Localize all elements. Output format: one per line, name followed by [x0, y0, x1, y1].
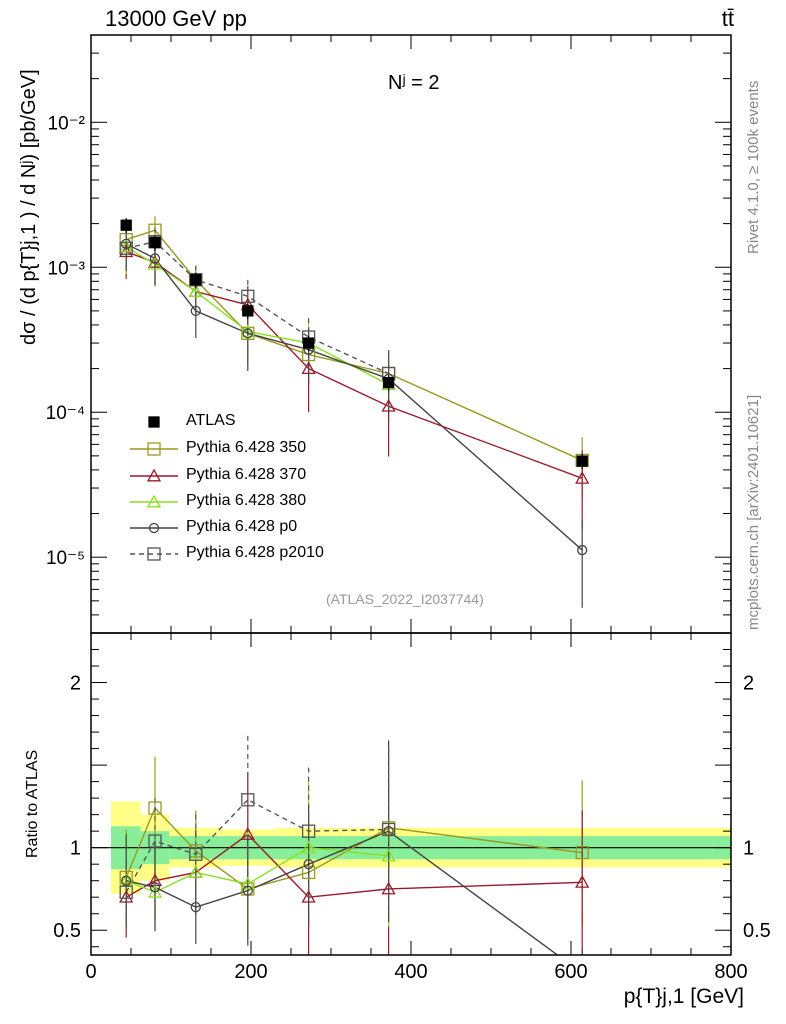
ratio-tick-label-left-0.5: 0.5 — [53, 920, 81, 942]
point-p0-1 — [149, 253, 161, 264]
ratio-point-p350-1 — [148, 801, 162, 815]
legend-marker-p380 — [146, 494, 162, 508]
atlas-point-6 — [576, 455, 588, 467]
point-p0-0 — [121, 238, 132, 250]
point-p350-1 — [148, 223, 162, 237]
ratio-point-p0-2 — [190, 901, 201, 913]
x-tick-label-800: 800 — [714, 961, 747, 983]
x-axis-label: p{T}j,1 [GeV] — [623, 985, 744, 1008]
legend-label-p350: Pythia 6.428 350 — [186, 439, 307, 456]
point-p380-1 — [147, 256, 163, 270]
atlas-point-1 — [149, 236, 161, 249]
point-p0-6 — [577, 544, 588, 556]
point-p380-0 — [119, 239, 134, 253]
ratio-point-p2010-2 — [189, 847, 203, 861]
ratio-point-p380-3 — [240, 876, 255, 890]
ratio-point-p2010-1 — [148, 834, 162, 848]
point-p0-3 — [242, 328, 253, 339]
ratio-line-p380 — [125, 846, 389, 894]
ratio-point-p2010-3 — [241, 793, 255, 807]
ratio-point-p370-6 — [575, 875, 590, 888]
ratio-point-p2010-0 — [119, 885, 133, 899]
legend-label-atlas: ATLAS — [186, 412, 236, 429]
atlas-point-5 — [382, 376, 395, 389]
ratio-tick-label-right-2: 2 — [743, 673, 754, 695]
y-tick-label-1: 10⁻³ — [48, 258, 86, 279]
legend-marker-p2010 — [147, 547, 161, 561]
ratio-point-p350-4 — [301, 865, 316, 880]
point-p0-2 — [190, 305, 201, 317]
process-label: tt̄ — [721, 6, 734, 31]
atlas-point-0 — [120, 219, 132, 231]
y-tick-label-3: 10⁻⁵ — [46, 548, 85, 569]
line-p2010 — [126, 240, 389, 375]
ratio-point-p380-5 — [381, 848, 396, 862]
point-p370-0 — [119, 244, 134, 258]
analysis-id: (ATLAS_2022_I2037744) — [326, 591, 484, 607]
ratio-tick-label-left-1: 1 — [70, 838, 81, 860]
legend-label-p2010: Pythia 6.428 p2010 — [186, 544, 324, 561]
legend-label-p0: Pythia 6.428 p0 — [186, 518, 298, 535]
y-axis-label: dσ / (d p{T}j,1 ) / d Nʲ) [pb/GeV] — [18, 69, 40, 345]
x-tick-label-600: 600 — [554, 961, 587, 983]
line-p380 — [125, 246, 389, 386]
x-tick-label-400: 400 — [394, 961, 427, 983]
ratio-point-p370-3 — [240, 827, 255, 840]
point-p380-3 — [240, 324, 255, 338]
legend-label-p370: Pythia 6.428 370 — [186, 466, 307, 483]
ratio-point-p350-6 — [575, 845, 589, 860]
atlas-point-3 — [242, 305, 254, 317]
atlas-point-2 — [190, 274, 202, 286]
ratio-point-p370-5 — [381, 881, 396, 895]
y-tick-label-0: 10⁻² — [48, 113, 86, 134]
x-tick-label-0: 0 — [85, 961, 96, 983]
ratio-axis-label: Ratio to ATLAS — [24, 749, 41, 858]
point-p380-2 — [188, 284, 203, 297]
ratio-point-p2010-4 — [301, 824, 316, 838]
ratio-point-p2010-5 — [381, 822, 396, 837]
ratio-point-p0-1 — [149, 882, 161, 893]
ratio-point-p380-1 — [147, 884, 163, 898]
legend-marker-p370 — [146, 468, 162, 482]
point-p370-5 — [381, 398, 396, 412]
ratio-point-p370-0 — [119, 889, 134, 903]
ratio-point-p380-2 — [188, 865, 203, 878]
point-p350-3 — [241, 326, 255, 341]
legend-marker-p0 — [148, 522, 160, 534]
legend-label-p380: Pythia 6.428 380 — [186, 492, 307, 509]
ratio-point-p0-0 — [121, 875, 132, 886]
chart-title: Nʲ = 2 — [388, 72, 440, 94]
legend-marker-p350 — [147, 442, 161, 456]
ratio-point-p0-4 — [303, 859, 314, 870]
point-p370-4 — [301, 361, 316, 375]
ratio-tick-label-right-1: 1 — [743, 838, 754, 860]
rivet-note: Rivet 4.1.0, ≥ 100k events — [745, 80, 762, 254]
ratio-point-p0-3 — [242, 885, 253, 896]
point-p2010-0 — [119, 241, 133, 256]
point-p2010-3 — [241, 289, 255, 303]
mcplots-note: mcplots.cern.ch [arXiv:2401.10621] — [745, 394, 762, 630]
legend-marker-atlas — [148, 416, 160, 428]
ratio-frame — [90, 632, 732, 956]
x-tick-label-200: 200 — [234, 961, 267, 983]
point-p370-6 — [575, 470, 590, 484]
ratio-point-p370-4 — [301, 889, 316, 903]
atlas-point-4 — [302, 337, 315, 349]
energy-label: 13000 GeV pp — [105, 6, 247, 31]
ratio-line-p2010 — [125, 798, 389, 893]
ratio-point-p350-0 — [119, 870, 133, 885]
y-tick-label-2: 10⁻⁴ — [46, 403, 85, 424]
ratio-point-p380-4 — [301, 840, 316, 854]
ratio-tick-label-right-0.5: 0.5 — [743, 920, 771, 942]
ratio-tick-label-left-2: 2 — [70, 673, 81, 695]
